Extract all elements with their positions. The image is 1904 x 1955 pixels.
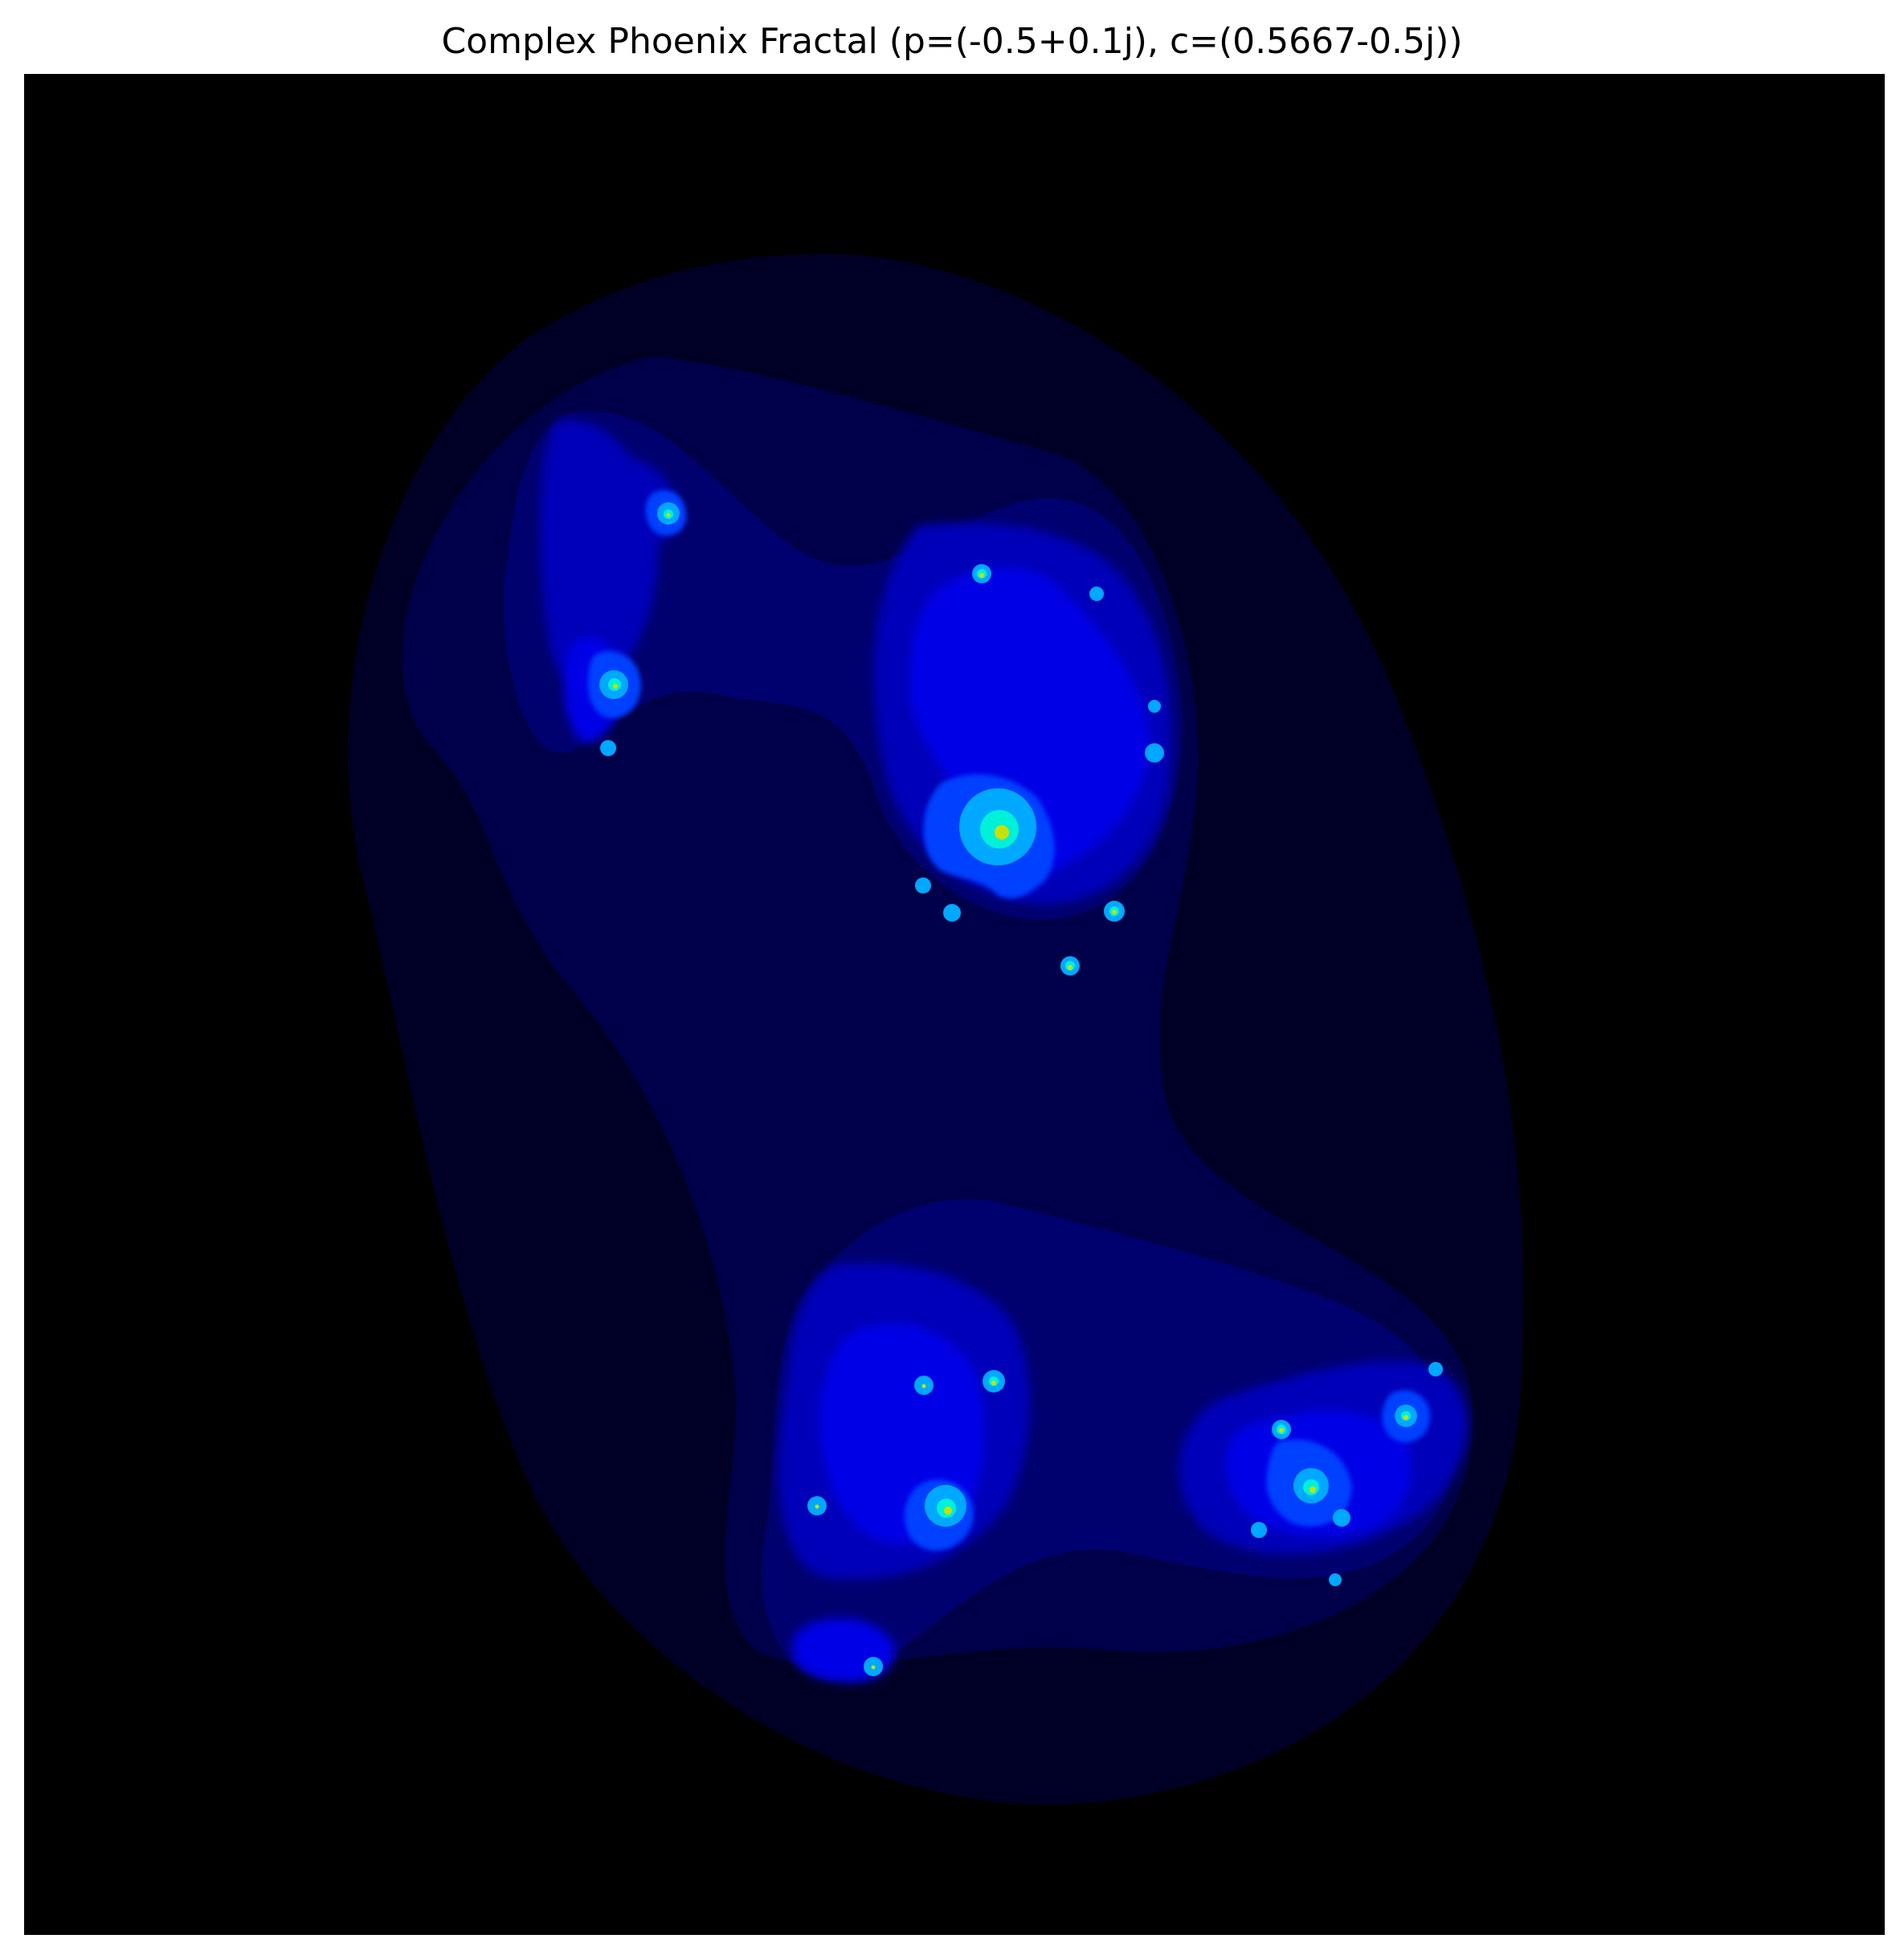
- fractal-canvas: [348, 253, 1524, 1805]
- fractal-image: [24, 74, 1885, 1935]
- fractal-cores: [613, 513, 1408, 1670]
- figure-title: Complex Phoenix Fractal (p=(-0.5+0.1j), …: [441, 21, 1463, 62]
